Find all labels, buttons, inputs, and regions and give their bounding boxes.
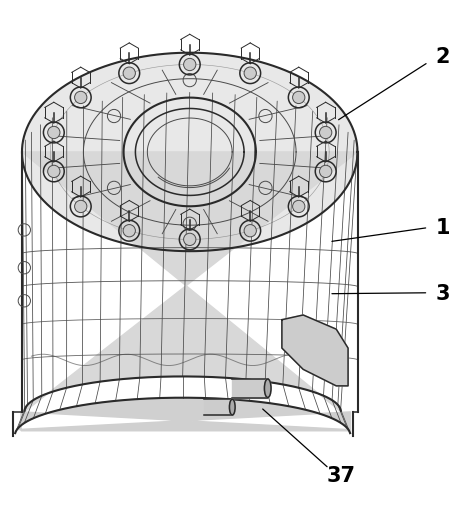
Circle shape [183, 58, 196, 70]
Polygon shape [22, 53, 357, 251]
Circle shape [74, 200, 87, 213]
Polygon shape [22, 152, 357, 412]
Circle shape [292, 92, 305, 104]
Ellipse shape [264, 379, 271, 398]
Circle shape [292, 200, 305, 213]
Circle shape [183, 233, 196, 246]
Polygon shape [204, 399, 232, 415]
Polygon shape [282, 315, 348, 386]
Circle shape [48, 126, 60, 139]
Text: 3: 3 [435, 284, 450, 304]
Circle shape [123, 67, 136, 79]
Text: 1: 1 [435, 218, 450, 238]
Circle shape [319, 165, 332, 178]
Circle shape [123, 225, 136, 237]
Circle shape [319, 126, 332, 139]
Ellipse shape [229, 399, 235, 415]
Circle shape [244, 67, 256, 79]
Polygon shape [17, 398, 350, 431]
Circle shape [244, 225, 256, 237]
Circle shape [74, 92, 87, 104]
Circle shape [48, 165, 60, 178]
Text: 37: 37 [327, 466, 356, 485]
Text: 2: 2 [435, 47, 450, 67]
Polygon shape [232, 379, 268, 398]
